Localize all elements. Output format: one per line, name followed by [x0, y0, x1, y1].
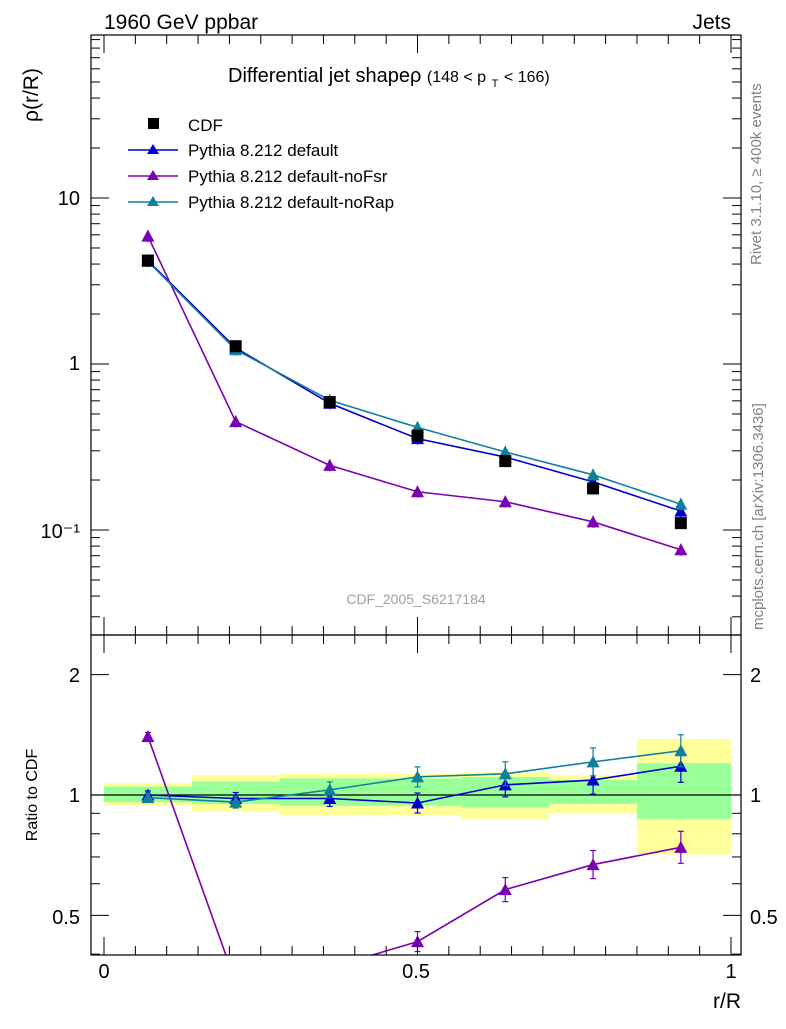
cdf-data-point — [499, 455, 512, 468]
cdf-data-point — [323, 396, 336, 409]
ratio-point-2 — [141, 791, 155, 804]
ratio-point-1 — [141, 730, 155, 743]
x-tick-label-0: 0 — [98, 961, 109, 983]
ratio-point-2 — [323, 783, 337, 796]
series-line-0 — [147, 259, 682, 512]
series-point-2 — [674, 497, 688, 510]
legend-label-norap: Pythia 8.212 default-noRap — [188, 193, 394, 212]
series-point-1 — [229, 415, 243, 428]
mcplots-reference-label: mcplots.cern.ch [arXiv:1306.3436] — [750, 403, 767, 630]
legend-label-default: Pythia 8.212 default — [188, 141, 339, 160]
legend-label-nofsr: Pythia 8.212 default-noFsr — [188, 167, 388, 186]
ratio-tick-label-2-left: 2 — [69, 665, 80, 687]
ratio-tick-label-0.5-right: 0.5 — [750, 907, 778, 929]
legend: CDF Pythia 8.212 default Pythia 8.212 de… — [128, 116, 394, 212]
ratio-point-1 — [229, 976, 242, 988]
series-line-2 — [147, 260, 682, 505]
main-panel-marks — [141, 229, 688, 556]
ratio-point-1 — [586, 858, 600, 871]
rivet-version-label: Rivet 3.1.10, ≥ 400k events — [748, 83, 765, 265]
ratio-tick-label-0.5-left: 0.5 — [52, 907, 80, 929]
x-tick-label-1: 1 — [725, 961, 736, 983]
legend-marker-cdf — [148, 118, 159, 129]
cdf-data-point — [141, 254, 154, 267]
ratio-point-1 — [323, 961, 336, 973]
cdf-data-point — [411, 429, 424, 442]
main-panel-ticks — [91, 35, 741, 635]
ratio-point-2 — [411, 770, 424, 783]
legend-label-cdf: CDF — [188, 116, 223, 135]
ratio-point-0 — [586, 773, 600, 786]
y-tick-label-1: 1 — [69, 353, 80, 375]
series-point-1 — [586, 515, 600, 528]
ratio-point-2 — [229, 795, 243, 808]
x-tick-label-0.5: 0.5 — [402, 961, 430, 983]
series-point-2 — [498, 445, 512, 458]
header-process: Jets — [692, 11, 731, 34]
series-point-1 — [323, 458, 337, 471]
chart-title-range-end: < 166) — [504, 69, 550, 86]
chart-title-range: (148 < p — [427, 69, 486, 86]
legend-marker-nofsr — [147, 170, 159, 180]
ratio-point-2 — [674, 744, 688, 757]
ratio-point-1 — [674, 840, 688, 853]
cdf-data-point — [674, 517, 687, 530]
y-tick-label-10: 10 — [58, 188, 80, 210]
ratio-tick-label-2-right: 2 — [750, 665, 761, 687]
ratio-tick-label-1-left: 1 — [69, 785, 80, 807]
series-point-1 — [411, 485, 424, 498]
ratio-axis-title: Ratio to CDF — [24, 749, 41, 842]
series-line-1 — [147, 235, 682, 551]
series-point-1 — [674, 543, 688, 556]
header-energy: 1960 GeV ppbar — [104, 11, 258, 34]
legend-marker-default — [147, 144, 159, 154]
ratio-panel-ticks — [91, 635, 741, 955]
ratio-tick-label-1-right: 1 — [750, 785, 761, 807]
ratio-point-2 — [498, 767, 512, 780]
x-axis-title: r/R — [713, 990, 741, 1013]
chart-title: Differential jet shapeρ (148 < p T < 166… — [228, 65, 550, 92]
cdf-data-point — [587, 482, 600, 495]
analysis-watermark: CDF_2005_S6217184 — [346, 591, 486, 607]
ratio-point-0 — [411, 796, 424, 809]
series-point-2 — [586, 468, 600, 481]
cdf-data-point — [229, 340, 242, 353]
y-tick-label-0.1: 10⁻¹ — [41, 521, 81, 543]
chart-title-main: Differential jet shapeρ — [228, 65, 421, 87]
ratio-point-2 — [586, 755, 600, 768]
ratio-point-1 — [498, 883, 512, 896]
ratio-band-green — [636, 763, 731, 820]
chart-title-range-subscript: T — [492, 78, 499, 90]
series-point-0 — [674, 504, 688, 517]
series-point-1 — [498, 495, 512, 508]
y-axis-title: ρ(r/R) — [20, 68, 43, 122]
legend-marker-norap — [147, 196, 159, 206]
series-point-1 — [141, 229, 155, 242]
